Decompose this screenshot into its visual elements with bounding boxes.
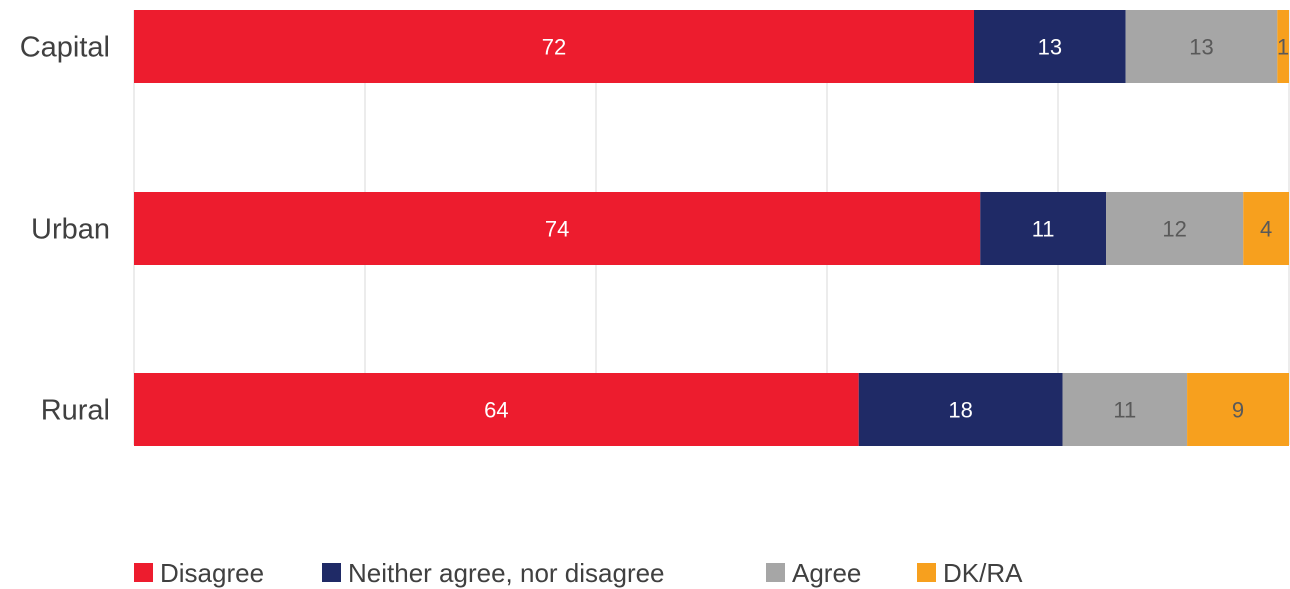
bar-capital-0 bbox=[134, 10, 974, 83]
bar-urban-1 bbox=[980, 192, 1107, 265]
data-label-rural-3: 9 bbox=[1232, 398, 1244, 423]
data-label-capital-0: 72 bbox=[542, 35, 566, 60]
bar-rural-1 bbox=[858, 373, 1063, 446]
legend-label-3: DK/RA bbox=[943, 558, 1023, 588]
bar-rural-2 bbox=[1062, 373, 1188, 446]
bar-urban-3 bbox=[1243, 192, 1289, 265]
bars bbox=[134, 10, 1289, 446]
data-label-capital-2: 13 bbox=[1189, 35, 1213, 60]
data-label-rural-0: 64 bbox=[484, 398, 508, 423]
bar-rural-3 bbox=[1187, 373, 1289, 446]
data-labels: 72 13 13 1 74 11 12 4 64 18 11 9 bbox=[484, 35, 1289, 423]
bar-urban-2 bbox=[1106, 192, 1244, 265]
data-label-urban-0: 74 bbox=[545, 217, 569, 242]
legend-swatch-2 bbox=[766, 563, 785, 582]
data-label-capital-3: 1 bbox=[1277, 35, 1289, 60]
bar-rural-0 bbox=[134, 373, 859, 446]
bar-urban-0 bbox=[134, 192, 981, 265]
legend-label-1: Neither agree, nor disagree bbox=[348, 558, 665, 588]
legend-label-0: Disagree bbox=[160, 558, 264, 588]
legend-swatch-1 bbox=[322, 563, 341, 582]
legend-swatch-0 bbox=[134, 563, 153, 582]
bar-capital-3 bbox=[1277, 10, 1289, 83]
data-label-rural-1: 18 bbox=[948, 398, 972, 423]
data-label-urban-2: 12 bbox=[1162, 217, 1186, 242]
category-label-urban: Urban bbox=[31, 214, 110, 246]
bar-capital-1 bbox=[974, 10, 1126, 83]
data-label-capital-1: 13 bbox=[1038, 35, 1062, 60]
category-labels: Capital Urban Rural bbox=[20, 32, 110, 427]
legend-swatch-3 bbox=[917, 563, 936, 582]
data-label-urban-1: 11 bbox=[1032, 217, 1055, 242]
category-label-rural: Rural bbox=[41, 395, 110, 427]
category-label-capital: Capital bbox=[20, 32, 110, 64]
data-label-urban-3: 4 bbox=[1260, 217, 1272, 242]
data-label-rural-2: 11 bbox=[1113, 398, 1136, 423]
legend: Disagree Neither agree, nor disagree Agree… bbox=[134, 558, 1023, 588]
bar-capital-2 bbox=[1125, 10, 1278, 83]
legend-label-2: Agree bbox=[792, 558, 861, 588]
